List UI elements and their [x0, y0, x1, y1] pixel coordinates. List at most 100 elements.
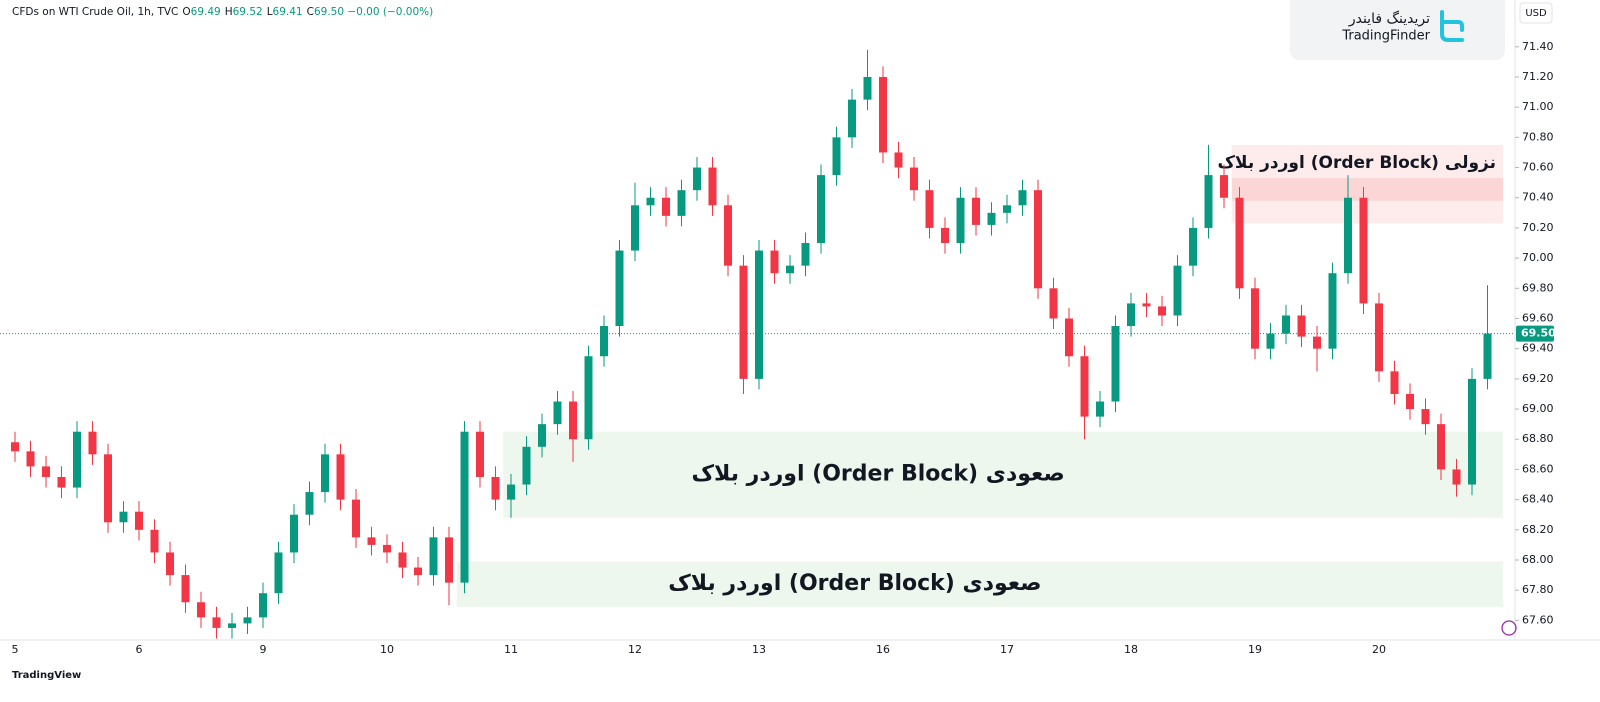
candle-body	[305, 492, 314, 515]
last-price-box	[1516, 325, 1554, 342]
order-block-core	[1231, 178, 1503, 201]
candle-body	[708, 167, 717, 206]
candle-body	[1421, 409, 1430, 425]
candle-body	[1313, 336, 1321, 349]
candle-body	[693, 167, 701, 191]
y-tick-label: 71.20	[1522, 70, 1554, 83]
y-tick-label: 69.00	[1522, 402, 1554, 415]
candle-body	[1297, 315, 1306, 337]
candle-body	[476, 431, 484, 477]
candle-body	[894, 152, 903, 168]
candle-body	[166, 552, 174, 576]
y-tick-label: 68.20	[1522, 523, 1554, 536]
x-tick-label: 17	[1000, 643, 1014, 656]
footer-logo: TradingView	[12, 670, 81, 681]
order-block-zone	[503, 431, 1503, 518]
candle-body	[1204, 175, 1213, 228]
currency-box[interactable]	[1519, 2, 1553, 24]
candle-body	[1065, 318, 1073, 357]
candle-body	[57, 476, 66, 488]
candle-body	[1328, 273, 1337, 349]
ohlc-value: 69.41	[273, 6, 303, 18]
order-block-zone	[456, 561, 1503, 607]
candle-body	[724, 205, 732, 266]
ohlc-label: C	[307, 6, 314, 18]
candle-body	[615, 250, 624, 327]
candle-body	[212, 617, 221, 628]
candle-body	[445, 537, 453, 583]
candle-body	[553, 401, 562, 425]
y-tick-label: 69.60	[1522, 311, 1554, 324]
candle-body	[507, 484, 515, 500]
currency[interactable]: USD	[1525, 8, 1547, 19]
candle-body	[1251, 288, 1259, 349]
candle-body	[290, 514, 298, 553]
x-tick-label: 20	[1372, 643, 1386, 656]
candle-body	[925, 190, 934, 228]
candle-body	[646, 197, 655, 206]
candle-body	[181, 575, 190, 603]
lightning-icon[interactable]	[1501, 620, 1517, 636]
candle-body	[1080, 356, 1089, 417]
candle-body	[1220, 175, 1228, 198]
candle-body	[786, 265, 794, 274]
candle-body	[1049, 288, 1058, 319]
y-tick-label: 69.40	[1522, 342, 1554, 355]
candle-body	[26, 451, 35, 467]
ohlc-label: O	[182, 6, 190, 18]
candle-body	[1437, 424, 1445, 470]
candle-body	[398, 552, 407, 568]
candle-body	[848, 99, 856, 138]
ohlc-label: H	[225, 6, 233, 18]
order-block-label: اوردر بلاک (Order Block) نزولی	[1218, 153, 1496, 173]
x-tick-label: 10	[380, 643, 394, 656]
ohlc-value: 69.49	[191, 6, 221, 18]
candle-body	[972, 197, 980, 225]
candle-body	[770, 250, 779, 274]
x-tick-label: 12	[628, 643, 642, 656]
ohlc-value: 69.52	[233, 6, 263, 18]
watermark-en: TradingFinder	[1341, 29, 1430, 44]
candle-body	[1390, 371, 1399, 394]
candle-body	[460, 431, 469, 583]
candle-body	[631, 205, 639, 251]
candle-body	[321, 454, 329, 493]
x-tick-label: 16	[876, 643, 890, 656]
candle-body	[414, 567, 422, 576]
candle-body	[1189, 227, 1197, 266]
candle-body	[879, 76, 887, 153]
y-tick-label: 70.60	[1522, 161, 1554, 174]
x-tick-label: 5	[12, 643, 19, 656]
candle-body	[817, 175, 825, 244]
y-tick-label: 67.60	[1522, 613, 1554, 626]
watermark-box	[1290, 0, 1505, 60]
candle-body	[801, 243, 810, 266]
candle-body	[677, 190, 686, 216]
y-tick-label: 69.20	[1522, 372, 1554, 385]
candle-body	[11, 442, 19, 452]
candle-body	[1452, 469, 1461, 485]
last-price-label: 69.50	[1521, 327, 1556, 340]
watermark-fa: تریدینگ فایندر	[1348, 10, 1430, 27]
candle-body	[1034, 190, 1042, 289]
zones: اوردر بلاک (Order Block) نزولی اوردر بلاک…	[456, 144, 1503, 607]
candle-body	[259, 593, 267, 618]
candle-body	[1483, 333, 1492, 379]
y-tick-label: 70.20	[1522, 221, 1554, 234]
candle-body	[197, 602, 205, 618]
candle-body	[600, 326, 608, 357]
candle-body	[150, 529, 159, 553]
y-tick-label: 68.40	[1522, 493, 1554, 506]
order-block-label: اوردر بلاک (Order Block) صعودی	[668, 571, 1041, 596]
candle-body	[1096, 401, 1104, 417]
y-tick-label: 70.00	[1522, 251, 1554, 264]
candle-body	[119, 511, 128, 523]
candle-body	[755, 250, 763, 379]
y-tick-label: 68.60	[1522, 462, 1554, 475]
candle-body	[584, 356, 593, 440]
y-tick-label: 67.80	[1522, 583, 1554, 596]
candle-body	[1266, 333, 1275, 349]
candle-body	[491, 476, 500, 500]
